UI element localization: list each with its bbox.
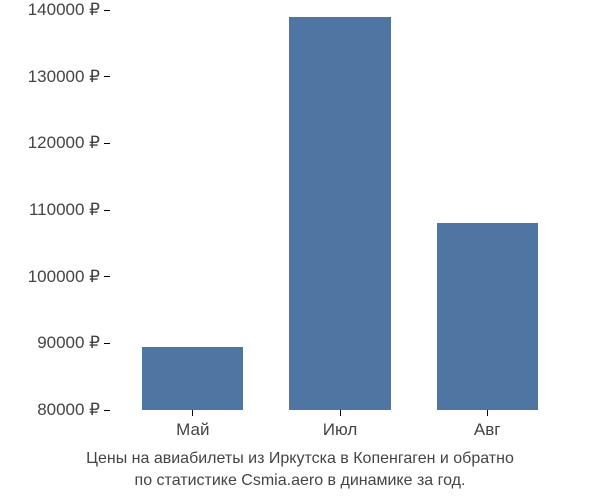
x-tick-label: Май (176, 420, 209, 440)
chart-caption: Цены на авиабилеты из Иркутска в Копенга… (0, 448, 600, 491)
x-tick-label: Июл (323, 420, 358, 440)
y-tick-label: 100000 ₽ (4, 267, 100, 287)
caption-line-2: по статистике Csmia.aero в динамике за г… (0, 470, 600, 492)
y-tick-mark (104, 343, 110, 344)
y-tick-label: 80000 ₽ (4, 400, 100, 420)
plot-area (110, 10, 570, 410)
y-tick-label: 110000 ₽ (4, 200, 100, 220)
y-tick-mark (104, 410, 110, 411)
y-tick: 110000 ₽ (4, 200, 110, 220)
y-tick: 140000 ₽ (4, 0, 110, 20)
x-tick-mark (192, 410, 193, 416)
y-tick-label: 140000 ₽ (4, 0, 100, 20)
y-tick-mark (104, 10, 110, 11)
y-tick: 100000 ₽ (4, 267, 110, 287)
y-tick: 80000 ₽ (4, 400, 110, 420)
y-tick-mark (104, 210, 110, 211)
y-tick-mark (104, 76, 110, 77)
y-tick-label: 130000 ₽ (4, 67, 100, 87)
x-tick-label: Авг (474, 420, 501, 440)
x-tick: Июл (300, 410, 380, 440)
y-tick-label: 90000 ₽ (4, 333, 100, 353)
x-tick: Май (153, 410, 233, 440)
bar (289, 17, 390, 410)
bar (437, 223, 538, 410)
y-tick-label: 120000 ₽ (4, 133, 100, 153)
y-tick: 120000 ₽ (4, 133, 110, 153)
y-tick: 130000 ₽ (4, 67, 110, 87)
price-chart: Цены на авиабилеты из Иркутска в Копенга… (0, 0, 600, 500)
y-tick-mark (104, 276, 110, 277)
y-tick-mark (104, 143, 110, 144)
bar (142, 347, 243, 410)
x-tick-mark (340, 410, 341, 416)
y-tick: 90000 ₽ (4, 333, 110, 353)
x-tick: Авг (447, 410, 527, 440)
x-tick-mark (487, 410, 488, 416)
caption-line-1: Цены на авиабилеты из Иркутска в Копенга… (0, 448, 600, 470)
